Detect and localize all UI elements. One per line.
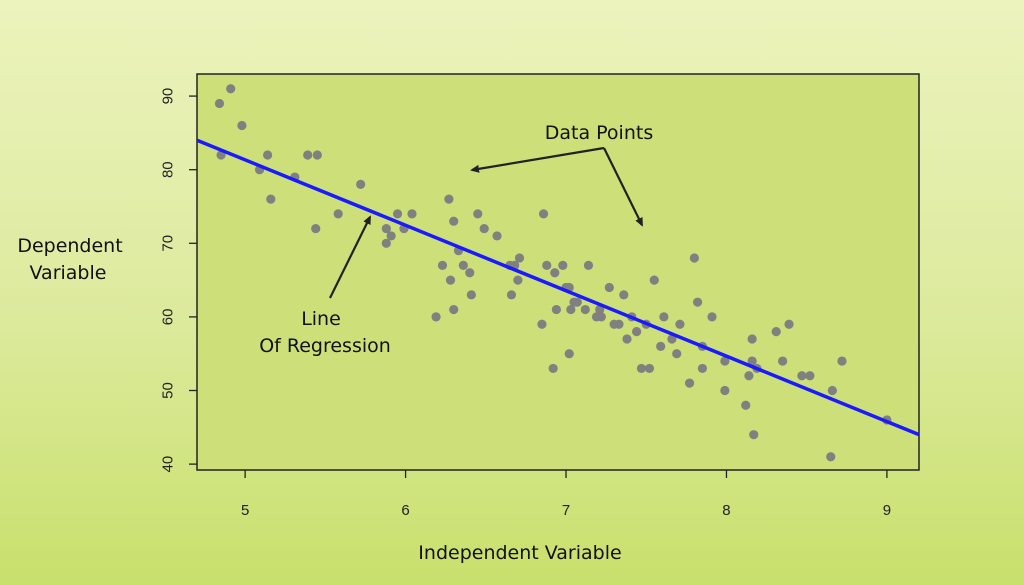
data-point: [837, 356, 847, 366]
data-point: [445, 275, 456, 285]
data-point: [572, 297, 582, 307]
data-point: [656, 341, 666, 351]
data-point: [548, 363, 558, 374]
data-point: [649, 275, 659, 285]
data-point: [778, 356, 788, 366]
data-point: [826, 452, 836, 462]
data-point: [747, 356, 757, 366]
y-tick-label: 80: [159, 161, 176, 178]
regression-line: [196, 138, 920, 437]
data-point: [262, 150, 273, 160]
data-point: [596, 312, 606, 322]
data-point: [431, 312, 441, 322]
data-point: [513, 275, 523, 285]
data-point: [622, 334, 632, 344]
data-point: [805, 371, 815, 381]
x-tick-label: 7: [562, 502, 570, 519]
data-point: [672, 349, 682, 359]
data-point: [237, 120, 247, 131]
data-point: [692, 297, 703, 307]
y-tick-label: 90: [159, 88, 176, 105]
data-point: [542, 260, 552, 270]
data-point: [479, 223, 489, 234]
data-point: [214, 98, 225, 109]
arrow-data-points-left: [470, 146, 605, 173]
data-point: [458, 260, 468, 270]
data-point: [226, 84, 236, 94]
y-tick-label: 40: [159, 456, 176, 473]
y-axis-label-line-2: Variable: [30, 262, 107, 284]
data-point: [381, 238, 391, 248]
data-point: [514, 253, 525, 263]
data-point: [632, 327, 642, 337]
data-point: [720, 385, 730, 396]
y-axis: 40 50 60 70 80 90: [159, 88, 197, 473]
data-point: [312, 150, 322, 160]
data-point: [797, 371, 807, 381]
data-point: [771, 327, 781, 337]
data-point: [449, 216, 459, 226]
data-point: [311, 223, 321, 234]
data-point: [381, 223, 391, 234]
data-point: [604, 282, 614, 293]
data-point: [266, 194, 276, 204]
x-tick-label: 9: [883, 502, 891, 519]
x-tick-label: 5: [241, 502, 249, 519]
x-axis: 5 6 7 8 9: [241, 470, 891, 519]
data-point: [538, 209, 549, 219]
data-point: [689, 253, 699, 263]
data-point: [697, 363, 708, 374]
data-point: [749, 430, 759, 440]
data-point: [558, 260, 568, 270]
data-point: [473, 209, 483, 219]
data-point: [827, 385, 837, 396]
data-point: [644, 363, 655, 374]
annotation-line-label-1: Line: [301, 308, 341, 330]
annotation-data-points: Data Points: [545, 122, 653, 144]
data-point: [741, 400, 751, 410]
data-point: [407, 209, 417, 219]
data-point: [506, 290, 517, 300]
data-point: [580, 304, 590, 315]
data-point: [356, 179, 366, 190]
y-tick-label: 50: [159, 382, 176, 399]
arrow-data-points-right: [603, 147, 643, 227]
data-point: [659, 312, 669, 322]
data-point: [583, 260, 594, 270]
data-point: [564, 349, 574, 359]
data-point: [303, 150, 313, 160]
data-point: [492, 231, 502, 241]
x-tick-label: 6: [401, 502, 409, 519]
data-point: [333, 209, 343, 219]
data-point: [747, 334, 757, 344]
data-point: [566, 304, 576, 315]
data-point: [636, 363, 647, 374]
data-point: [619, 290, 629, 300]
data-point: [537, 319, 547, 329]
data-point: [444, 194, 454, 204]
data-point: [437, 260, 448, 270]
data-point: [550, 268, 560, 278]
arrow-line-of-regression: [329, 215, 371, 299]
data-point: [684, 378, 695, 388]
annotation-line-label-2: Of Regression: [259, 335, 391, 357]
data-point: [551, 304, 561, 315]
data-point: [392, 209, 403, 219]
y-tick-label: 70: [159, 235, 176, 252]
y-tick-label: 60: [159, 309, 176, 326]
data-point: [614, 319, 624, 329]
data-point: [720, 356, 730, 366]
data-point: [466, 290, 476, 300]
data-point: [784, 319, 794, 329]
x-tick-label: 8: [722, 502, 730, 519]
data-point: [386, 231, 396, 241]
data-point: [675, 319, 685, 329]
data-point: [744, 371, 754, 381]
x-axis-label: Independent Variable: [418, 542, 621, 564]
data-point: [465, 268, 475, 278]
data-point: [449, 304, 459, 315]
data-point: [707, 312, 717, 322]
y-axis-label-line-1: Dependent: [17, 235, 122, 257]
